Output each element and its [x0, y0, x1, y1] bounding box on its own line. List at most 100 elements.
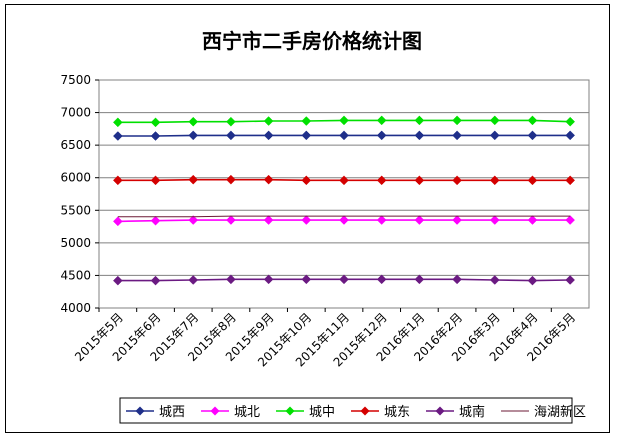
y-tick-label: 5000 — [60, 236, 91, 250]
data-point — [112, 275, 123, 286]
data-point — [301, 215, 312, 225]
data-point — [565, 116, 576, 127]
series-line — [117, 215, 571, 218]
data-point — [414, 175, 425, 186]
legend-label: 海湖新区 — [534, 404, 586, 420]
data-point — [489, 130, 500, 141]
series-5 — [112, 274, 576, 286]
data-point — [414, 215, 425, 225]
data-point — [339, 215, 349, 225]
legend-marker — [285, 406, 295, 416]
data-point — [376, 175, 387, 186]
data-point — [188, 174, 199, 185]
y-tick-label: 7000 — [60, 106, 91, 120]
legend-item: 城东 — [351, 405, 410, 420]
legend-marker — [135, 406, 145, 416]
data-point — [150, 215, 161, 226]
data-point — [452, 274, 462, 285]
data-point — [339, 130, 349, 141]
data-point — [263, 215, 274, 225]
data-point — [188, 215, 199, 225]
legend-label: 城西 — [159, 405, 185, 420]
data-point — [150, 117, 161, 128]
data-point — [339, 175, 349, 186]
data-point — [414, 130, 425, 141]
legend-marker — [435, 406, 445, 416]
data-point — [301, 175, 312, 186]
data-point — [489, 275, 500, 285]
legend-item: 海湖新区 — [501, 404, 586, 420]
y-tick-label: 6500 — [60, 138, 91, 152]
data-point — [414, 274, 425, 285]
data-point — [527, 215, 538, 225]
data-point — [527, 130, 538, 141]
data-point — [527, 275, 538, 286]
data-point — [527, 115, 538, 126]
data-point — [263, 130, 274, 141]
series-1 — [112, 130, 576, 141]
y-tick-label: 7500 — [60, 73, 91, 87]
data-point — [150, 131, 161, 141]
data-point — [263, 174, 274, 185]
data-point — [489, 115, 500, 126]
data-point — [188, 116, 199, 127]
series-2 — [112, 215, 576, 227]
legend-label: 城北 — [234, 405, 260, 420]
data-point — [527, 175, 538, 186]
legend-marker — [360, 406, 370, 416]
data-point — [339, 274, 349, 285]
y-tick-label: 4000 — [60, 301, 91, 315]
data-point — [112, 175, 123, 186]
data-point — [112, 131, 123, 141]
data-point — [301, 130, 312, 141]
data-point — [226, 174, 236, 185]
y-tick-label: 5500 — [60, 203, 91, 217]
data-point — [452, 215, 462, 225]
data-point — [301, 274, 312, 285]
data-point — [489, 175, 500, 186]
data-point — [112, 117, 123, 128]
data-point — [188, 275, 199, 285]
plot-area — [98, 79, 590, 309]
data-point — [150, 275, 161, 286]
data-point — [226, 130, 236, 141]
series-4 — [112, 174, 576, 186]
y-tick-label: 6000 — [60, 171, 91, 185]
data-point — [376, 215, 387, 225]
data-point — [414, 115, 425, 126]
data-point — [376, 130, 387, 141]
data-point — [112, 216, 123, 227]
legend-label: 城东 — [384, 405, 410, 420]
legend-item: 城北 — [201, 405, 260, 420]
data-point — [226, 215, 236, 225]
legend-marker — [210, 406, 220, 416]
data-point — [565, 275, 576, 285]
data-point — [565, 215, 576, 225]
data-point — [339, 115, 349, 126]
legend-item: 城南 — [426, 404, 485, 420]
data-point — [376, 115, 387, 126]
legend-box — [119, 397, 573, 424]
data-point — [452, 115, 462, 126]
data-point — [226, 116, 236, 127]
data-point — [376, 274, 387, 285]
chart-title: 西宁市二手房价格统计图 — [202, 29, 422, 53]
data-point — [188, 130, 199, 141]
data-point — [226, 274, 236, 285]
legend-label: 城中 — [309, 405, 335, 420]
legend-label: 城南 — [459, 404, 485, 420]
data-point — [263, 116, 274, 126]
y-tick-label: 4500 — [60, 268, 91, 282]
data-point — [452, 130, 462, 141]
legend-item: 城中 — [276, 405, 335, 420]
data-point — [565, 175, 576, 186]
series-3 — [112, 115, 576, 128]
data-point — [150, 175, 161, 186]
data-point — [301, 116, 312, 126]
data-point — [489, 215, 500, 225]
data-point — [452, 175, 462, 186]
series-6 — [117, 215, 571, 218]
data-point — [565, 130, 576, 141]
data-point — [263, 274, 274, 285]
